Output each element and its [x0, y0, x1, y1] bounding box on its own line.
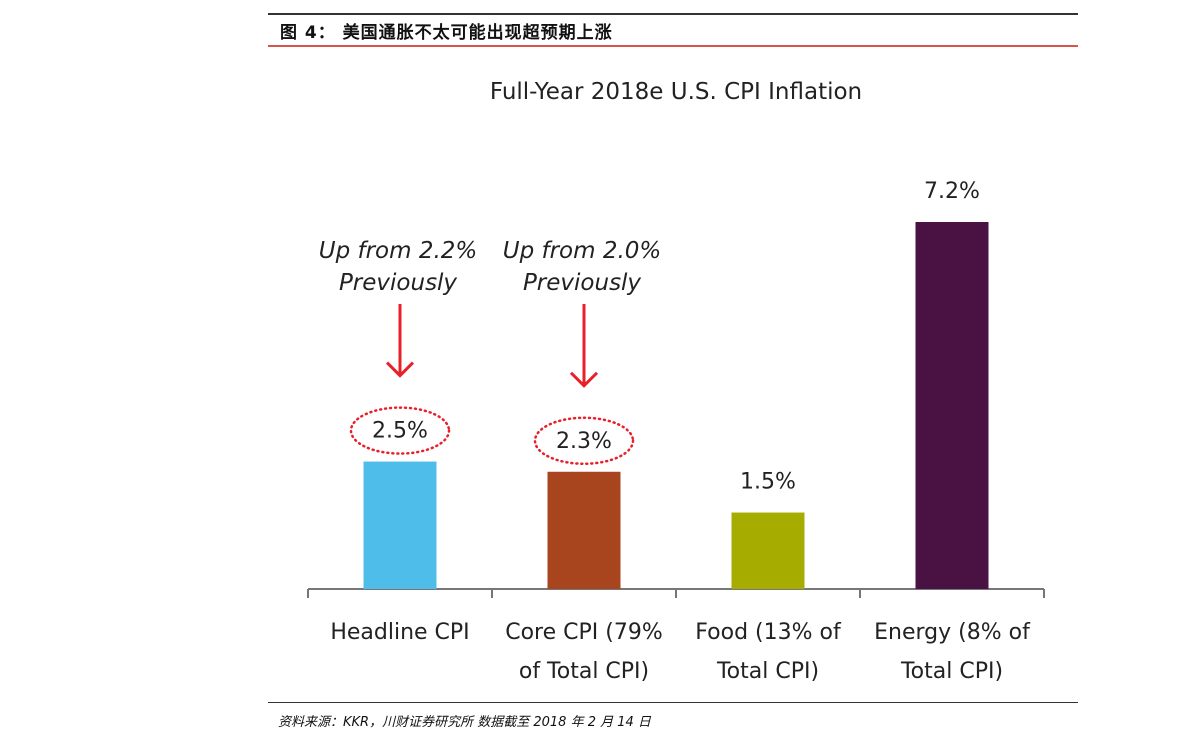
category-label: Energy (8% of [874, 620, 1031, 645]
category-label: of Total CPI) [519, 659, 649, 684]
category-label: Core CPI (79% [505, 620, 663, 645]
top-rule [268, 13, 1078, 15]
annotation-text: Up from 2.0% [503, 238, 662, 264]
data-label: 2.3% [556, 429, 612, 454]
annotation-text: Previously [523, 270, 641, 296]
source-note: 资料来源：KKR，川财证券研究所 数据截至 2018 年 2 月 14 日 [278, 715, 651, 730]
data-label: 2.5% [372, 419, 428, 444]
bar [363, 461, 437, 589]
bottom-rule [268, 702, 1078, 703]
figure-caption: 图 4： 美国通胀不太可能出现超预期上涨 [280, 23, 613, 43]
bar [915, 222, 989, 589]
data-label: 7.2% [924, 179, 980, 204]
caption-rule [268, 45, 1078, 47]
annotation-text: Previously [339, 270, 457, 296]
annotation-text: Up from 2.2% [319, 238, 478, 264]
category-label: Total CPI) [900, 659, 1003, 684]
chart-title: Full-Year 2018e U.S. CPI Inflation [490, 79, 862, 105]
bar [731, 512, 805, 589]
arrow-down-icon [385, 361, 415, 378]
data-label: 1.5% [740, 470, 796, 495]
category-label: Food (13% of [695, 620, 842, 645]
highlight-ellipse [349, 406, 451, 455]
arrow-down-icon [569, 371, 599, 388]
category-label: Headline CPI [330, 620, 469, 645]
highlight-ellipse [533, 416, 635, 466]
bar [547, 471, 621, 589]
category-label: Total CPI) [716, 659, 819, 684]
